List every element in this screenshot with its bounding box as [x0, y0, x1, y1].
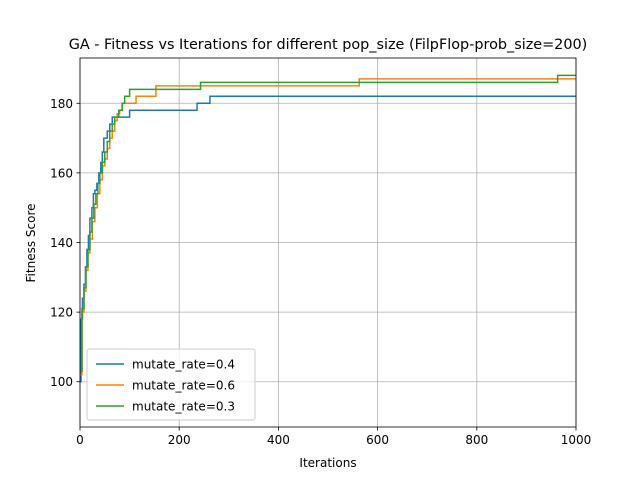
legend-box	[86, 348, 256, 421]
y-tick-label: 180	[50, 97, 73, 111]
y-tick-label: 140	[50, 236, 73, 250]
y-tick-label: 100	[50, 375, 73, 389]
x-tick-label: 200	[168, 433, 191, 447]
legend-label: mutate_rate=0.3	[132, 400, 235, 414]
x-tick-label: 600	[366, 433, 389, 447]
legend: mutate_rate=0.4 mutate_rate=0.6 mutate_rat…	[86, 348, 256, 421]
legend-label: mutate_rate=0.6	[132, 379, 235, 393]
series-line-3	[80, 74, 576, 373]
y-axis-ticks: 100 120 140 160 180	[50, 97, 80, 389]
x-tick-label: 800	[465, 433, 488, 447]
chart-title: GA - Fitness vs Iterations for different…	[69, 37, 588, 53]
grid-lines	[79, 58, 577, 427]
x-axis-ticks: 0 200 400 600 800 1000	[76, 427, 591, 447]
x-tick-label: 400	[267, 433, 290, 447]
series-group	[80, 74, 576, 383]
y-tick-label: 120	[50, 306, 73, 320]
y-tick-label: 160	[50, 166, 73, 180]
x-tick-label: 1000	[561, 433, 592, 447]
legend-label: mutate_rate=0.4	[132, 358, 235, 372]
x-axis-label: Iterations	[299, 456, 356, 470]
y-axis-label: Fitness Score	[24, 204, 38, 283]
x-tick-label: 0	[76, 433, 84, 447]
